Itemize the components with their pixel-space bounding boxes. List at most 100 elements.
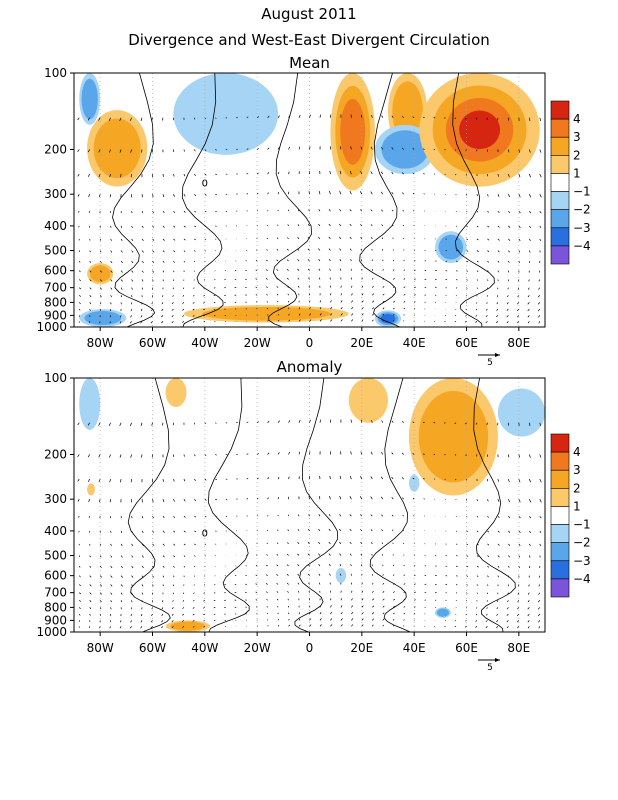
vector-arrow xyxy=(330,313,333,316)
vector-arrow xyxy=(183,173,186,177)
vector-arrow xyxy=(89,575,92,578)
y-tick-label: 600 xyxy=(44,569,67,583)
vector-arrow xyxy=(476,194,478,197)
reference-vector-head xyxy=(495,658,500,662)
vector-arrow xyxy=(349,190,352,195)
vector-arrow xyxy=(110,260,113,264)
vector-arrow xyxy=(131,211,133,214)
vector-arrow xyxy=(131,279,134,282)
vector-arrow xyxy=(454,620,457,622)
vector-arrow xyxy=(298,114,301,118)
vector-arrow xyxy=(518,565,520,568)
vector-arrow xyxy=(120,575,123,578)
vector-arrow xyxy=(194,210,197,213)
vector-arrow xyxy=(152,555,155,558)
vector-arrow xyxy=(204,225,207,227)
vector-arrow xyxy=(256,116,259,119)
vector-arrow xyxy=(370,514,373,517)
vector-arrow xyxy=(392,529,394,532)
vector-arrow xyxy=(141,454,143,458)
vector-arrow xyxy=(506,321,509,324)
vector-arrow xyxy=(339,514,342,517)
vector-field xyxy=(77,114,542,324)
vector-arrow xyxy=(276,293,279,296)
vector-arrow xyxy=(496,600,499,602)
y-tick-label: 1000 xyxy=(36,625,67,639)
vector-arrow xyxy=(361,590,364,593)
vector-arrow xyxy=(203,592,206,594)
vector-arrow xyxy=(150,321,153,324)
vector-arrow xyxy=(412,192,415,195)
vector-arrow xyxy=(110,250,113,253)
y-tick-label: 900 xyxy=(44,308,67,322)
vector-arrow xyxy=(413,565,416,567)
vector-arrow xyxy=(372,612,375,615)
vector-arrow xyxy=(381,237,384,240)
vector-arrow xyxy=(381,514,384,517)
contour-line xyxy=(268,73,313,327)
vector-arrow xyxy=(288,171,290,175)
vector-arrow xyxy=(141,530,144,533)
vector-arrow xyxy=(171,620,174,623)
vector-arrow xyxy=(119,454,122,458)
vector-arrow xyxy=(329,170,331,175)
vector-arrow xyxy=(78,613,81,616)
vector-arrow xyxy=(528,279,530,282)
shaded-cell xyxy=(81,78,98,120)
vector-arrow xyxy=(246,116,249,119)
vector-arrow xyxy=(361,313,364,316)
vector-arrow xyxy=(204,543,207,545)
vector-arrow xyxy=(192,302,195,304)
vector-arrow xyxy=(382,269,384,271)
vector-arrow xyxy=(497,575,499,578)
vector-arrow xyxy=(140,620,143,623)
vector-arrow xyxy=(265,591,268,593)
vector-arrow xyxy=(402,210,404,212)
colorbar-swatch xyxy=(550,100,570,120)
vector-arrow xyxy=(78,260,81,263)
vector-arrow xyxy=(256,477,259,480)
vector-arrow xyxy=(152,260,155,264)
y-tick-label: 900 xyxy=(44,613,67,627)
vector-arrow xyxy=(276,269,279,271)
vector-arrow xyxy=(192,613,195,616)
vector-arrow xyxy=(508,543,511,546)
vector-arrow xyxy=(372,618,374,621)
vector-arrow xyxy=(89,584,92,587)
vector-arrow xyxy=(204,117,206,120)
vector-arrow xyxy=(487,565,490,568)
vector-arrow xyxy=(120,270,123,273)
vector-arrow xyxy=(276,249,279,251)
vector-arrow xyxy=(162,575,165,578)
vector-arrow xyxy=(152,530,155,533)
vector-arrow xyxy=(110,238,112,241)
vector-arrow xyxy=(372,319,374,322)
vector-arrow xyxy=(203,599,205,602)
vector-arrow xyxy=(120,555,123,558)
vector-arrow xyxy=(382,277,385,280)
vector-arrow xyxy=(87,422,91,426)
vector-arrow xyxy=(297,553,300,556)
vector-arrow xyxy=(518,173,521,178)
vector-arrow xyxy=(194,543,196,546)
vector-arrow xyxy=(183,250,186,253)
y-tick-label: 800 xyxy=(44,295,67,309)
vector-arrow xyxy=(297,564,300,567)
vector-arrow xyxy=(151,613,153,617)
vector-arrow xyxy=(528,422,531,426)
vector-arrow xyxy=(487,260,490,263)
vector-arrow xyxy=(88,499,91,502)
vector-arrow xyxy=(392,259,395,262)
vector-arrow xyxy=(401,147,404,150)
vector-arrow xyxy=(455,238,458,240)
vector-arrow xyxy=(465,315,467,317)
vector-arrow xyxy=(297,590,300,593)
vector-arrow xyxy=(194,565,196,568)
vector-arrow xyxy=(339,248,342,251)
vector-arrow xyxy=(194,238,196,241)
vector-arrow xyxy=(340,618,343,621)
vector-arrow xyxy=(108,149,111,153)
vector-arrow xyxy=(298,618,301,621)
vector-arrow xyxy=(455,592,458,594)
vector-arrow xyxy=(528,555,531,558)
